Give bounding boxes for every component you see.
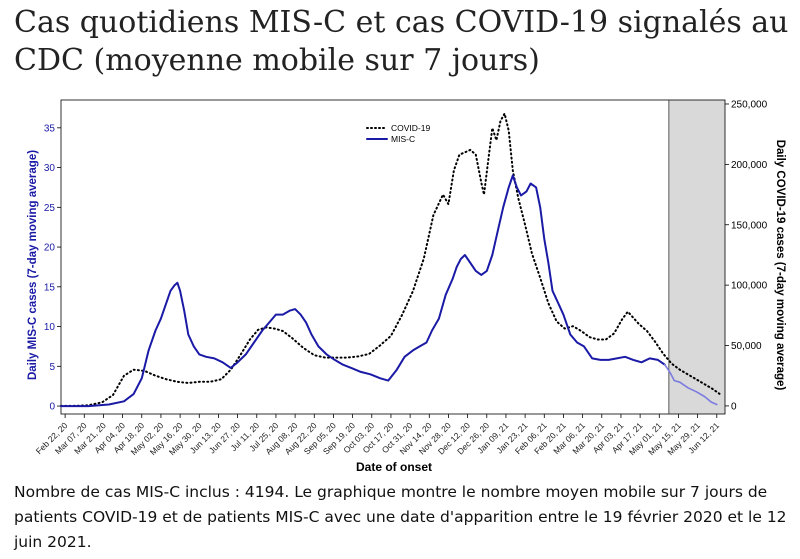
- plot-frame-layer: [60, 99, 726, 415]
- left-tick-label: 20: [44, 243, 56, 254]
- legend-label-covid19: COVID-19: [391, 123, 430, 133]
- left-tick-label: 10: [44, 322, 56, 333]
- misc-line-delayed: [664, 363, 718, 406]
- left-axis-title: Daily MIS-C cases (7-day moving average): [27, 150, 39, 380]
- covid19-line: [60, 112, 721, 407]
- right-tick-label: 150,000: [731, 220, 768, 231]
- shaded-region-layer: [668, 100, 725, 414]
- left-tick-label: 0: [49, 402, 55, 413]
- misc-line: [60, 174, 666, 408]
- right-tick-label: 100,000: [731, 281, 768, 292]
- right-tick-label: 250,000: [731, 99, 768, 110]
- right-tick-label: 200,000: [731, 160, 768, 171]
- left-tick-label: 35: [44, 123, 56, 134]
- left-tick-label: 30: [44, 163, 56, 174]
- right-tick-label: 0: [731, 401, 737, 412]
- series-layer: [60, 112, 721, 408]
- x-axis-title: Date of onset: [356, 460, 432, 474]
- left-tick-label: 15: [44, 282, 56, 293]
- left-tick-label: 25: [44, 203, 56, 214]
- page-title: Cas quotidiens MIS-C et cas COVID-19 sig…: [14, 5, 789, 78]
- chart-caption: Nombre de cas MIS-C inclus : 4194. Le gr…: [14, 483, 787, 551]
- left-axis: 0 5 10 15 20 25 30 35: [44, 123, 61, 413]
- plot-border: [60, 99, 726, 415]
- right-tick-label: 50,000: [731, 341, 762, 352]
- left-tick-label: 5: [49, 362, 55, 373]
- right-axis-title: Daily COVID-19 cases (7-day moving avera…: [774, 140, 786, 391]
- legend-label-misc: MIS-C: [391, 134, 415, 144]
- chart: 0 5 10 15 20 25 30 35 0 50,000 100,000 150,000 200,…: [27, 99, 786, 474]
- right-axis: 0 50,000 100,000 150,000 200,000 250,000: [725, 99, 768, 412]
- shaded-region: [668, 100, 725, 414]
